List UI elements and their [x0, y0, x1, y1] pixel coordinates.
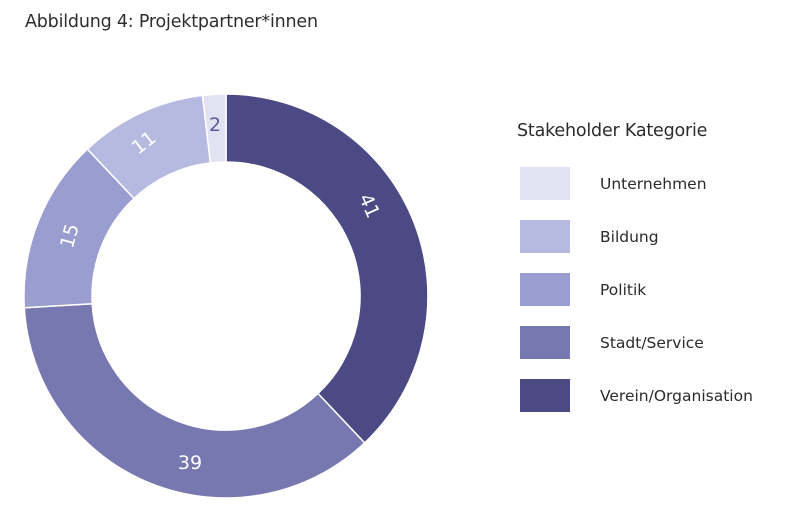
legend-swatch — [520, 379, 570, 412]
legend: Stakeholder Kategorie Unternehmen Bildun… — [517, 121, 753, 432]
legend-item-stadt-service: Stadt/Service — [517, 326, 753, 359]
legend-item-unternehmen: Unternehmen — [517, 167, 753, 200]
legend-swatch — [520, 273, 570, 306]
legend-label: Politik — [600, 280, 647, 299]
legend-item-verein-organisation: Verein/Organisation — [517, 379, 753, 412]
segment-verein-organisation — [225, 93, 429, 444]
legend-label: Bildung — [600, 227, 659, 246]
legend-swatch — [520, 326, 570, 359]
donut-chart: 41 39 15 11 2 — [23, 93, 429, 499]
legend-swatch — [520, 220, 570, 253]
label-stadt-service: 39 — [178, 452, 202, 474]
figure-title: Abbildung 4: Projektpartner*innen — [25, 12, 318, 32]
legend-item-politik: Politik — [517, 273, 753, 306]
segment-unternehmen — [201, 93, 227, 164]
legend-label: Stadt/Service — [600, 333, 704, 352]
legend-swatch — [520, 167, 570, 200]
legend-label: Verein/Organisation — [600, 386, 753, 405]
label-unternehmen: 2 — [209, 114, 221, 136]
legend-label: Unternehmen — [600, 174, 707, 193]
segment-stadt-service — [23, 303, 366, 499]
legend-title: Stakeholder Kategorie — [517, 121, 708, 141]
legend-item-bildung: Bildung — [517, 220, 753, 253]
